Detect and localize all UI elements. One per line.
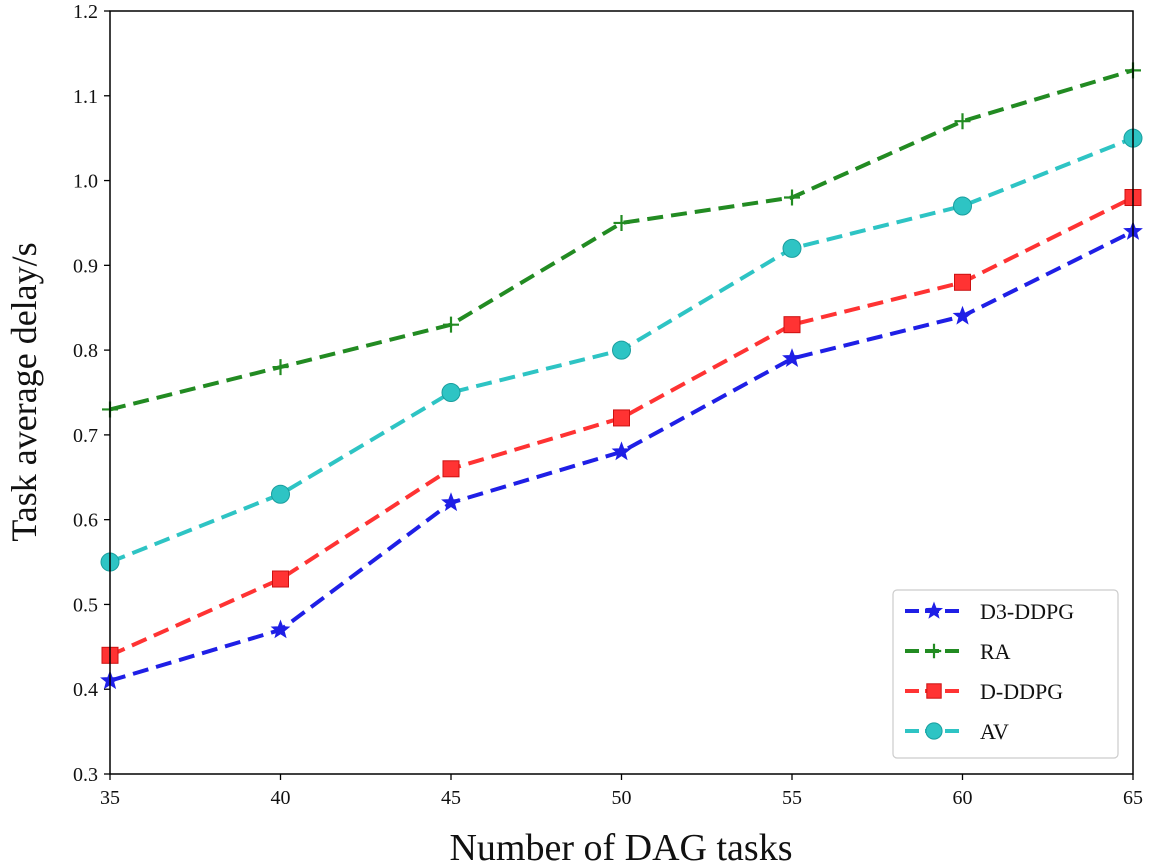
data-point-d3-ddpg [270,619,291,639]
data-point-d-ddpg [442,460,460,478]
legend-marker-av [925,722,943,740]
y-tick-label: 1.1 [73,86,98,108]
legend-label-d-ddpg: D-DDPG [980,679,1063,704]
series-ra [102,62,1141,418]
data-point-d-ddpg [783,316,801,334]
data-point-ra [272,359,289,376]
y-tick-label: 0.4 [73,679,98,701]
y-tick-label: 0.8 [73,340,98,362]
x-tick-label: 60 [953,787,973,809]
legend-label-av: AV [980,719,1009,744]
data-point-av [953,196,972,216]
data-point-av [441,383,461,402]
x-axis-ticks: 35 40 45 50 55 60 65 [100,774,1143,809]
y-tick-label: 0.9 [73,255,98,277]
y-tick-label: 1.2 [73,1,98,23]
y-axis-label: Task average delay/s [4,242,44,541]
x-tick-label: 40 [271,787,291,809]
x-tick-label: 35 [100,787,120,809]
data-point-d-ddpg [272,570,289,588]
y-tick-label: 0.7 [73,425,98,447]
data-point-d-ddpg [613,409,630,427]
data-point-d3-ddpg [611,441,632,461]
y-tick-label: 1.0 [73,171,98,193]
legend-marker-ra [926,643,942,659]
data-point-d3-ddpg [782,348,802,368]
legend-item-av: AV [905,719,1009,744]
data-point-ra [613,214,630,231]
x-tick-label: 55 [782,787,802,809]
legend-item-d3-ddpg: D3-DDPG [905,599,1074,624]
legend-marker-d-ddpg [926,683,942,699]
y-axis-ticks: 0.3 0.4 0.5 0.6 0.7 0.8 0.9 1.0 1.1 1.2 [73,1,110,786]
legend-item-ra: RA [905,639,1011,664]
legend-item-d-ddpg: D-DDPG [905,679,1063,704]
data-point-av [271,484,290,504]
legend-frame [892,589,1119,759]
x-tick-label: 65 [1123,787,1143,809]
data-point-ra [784,189,800,206]
data-point-d3-ddpg [952,305,973,325]
data-point-d3-ddpg [441,492,461,512]
x-tick-label: 45 [441,787,461,809]
data-point-ra [443,316,459,333]
legend-label-ra: RA [980,639,1011,664]
legend-marker-d3-ddpg [924,601,944,619]
series-d-ddpg [101,189,1142,664]
data-point-d-ddpg [954,273,971,291]
y-tick-label: 0.6 [73,510,98,532]
y-tick-label: 0.5 [73,594,98,616]
data-point-ra [954,113,971,130]
y-tick-label: 0.3 [73,764,98,786]
legend: D3-DDPG RA D-DDPG AV [892,589,1119,759]
series-av [100,128,1143,572]
data-point-av [782,238,802,258]
x-tick-label: 50 [612,787,632,809]
x-axis-label: Number of DAG tasks [449,827,792,868]
legend-label-d3-ddpg: D3-DDPG [980,599,1074,624]
data-point-av [612,340,631,360]
